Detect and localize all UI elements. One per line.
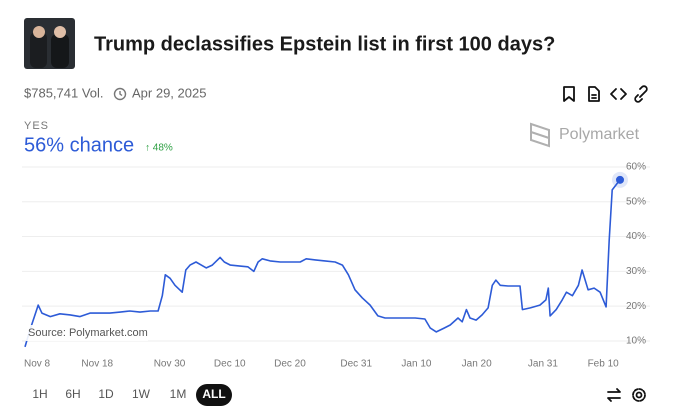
thumbnail-figure [30, 32, 47, 68]
y-tick-label: 30% [626, 266, 646, 277]
x-tick-label: Dec 10 [214, 359, 246, 370]
market-title: Trump declassifies Epstein list in first… [94, 33, 555, 55]
volume: $785,741 Vol. [24, 85, 104, 100]
clock-icon [113, 87, 127, 101]
thumbnail-figure [51, 34, 69, 68]
link-button[interactable] [634, 85, 648, 103]
change: ↑ 48% [145, 143, 173, 154]
settings-button[interactable] [632, 388, 646, 402]
plot: 10% 20% 30% 40% 50% 60% Nov 8 Nov 18 Nov 30 Dec 1… [22, 162, 650, 370]
y-tick-label: 10% [626, 336, 646, 347]
series-line [24, 179, 621, 348]
x-tick-label: Jan 20 [462, 359, 492, 370]
swap-button[interactable] [607, 388, 621, 402]
chance: 56% chance [24, 134, 134, 156]
y-tick-label: 60% [626, 162, 646, 173]
outcome-label: YES [24, 120, 49, 132]
x-tick-label: Nov 8 [24, 359, 51, 370]
brand-name: Polymarket [559, 126, 640, 143]
x-tick-label: Dec 31 [340, 359, 372, 370]
range-selected [196, 384, 232, 406]
bookmark-button[interactable] [563, 86, 575, 102]
range-button[interactable]: 1W [132, 387, 151, 401]
x-tick-label: Jan 10 [401, 359, 431, 370]
range-button[interactable]: ALL [202, 387, 225, 401]
thumbnail-figure [54, 26, 66, 38]
brand-logo [530, 122, 550, 148]
y-tick-label: 20% [626, 301, 646, 312]
range-button[interactable]: 1H [32, 387, 47, 401]
range-selector: 1H 6H 1D 1W 1M ALL [32, 384, 232, 406]
x-tick-label: Nov 18 [81, 359, 113, 370]
range-button[interactable]: 6H [65, 387, 80, 401]
document-button[interactable] [588, 86, 600, 102]
end-date: Apr 29, 2025 [132, 85, 206, 100]
range-button[interactable]: 1M [170, 387, 187, 401]
x-tick-label: Feb 10 [588, 359, 620, 370]
thumbnail-figure [33, 26, 45, 38]
source: Source: Polymarket.com [28, 327, 148, 339]
y-tick-label: 40% [626, 231, 646, 242]
clock-icon [119, 91, 123, 97]
end-point [616, 175, 624, 184]
x-tick-label: Dec 20 [274, 359, 306, 370]
embed-button[interactable] [610, 88, 627, 100]
source-backdrop [26, 325, 148, 341]
settings-button[interactable] [635, 391, 643, 399]
range-button[interactable]: 1D [98, 387, 114, 401]
y-tick-label: 50% [626, 196, 646, 207]
x-tick-label: Jan 31 [528, 359, 558, 370]
x-tick-label: Nov 30 [154, 359, 186, 370]
